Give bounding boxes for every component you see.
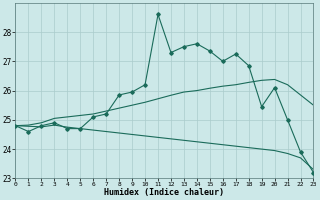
X-axis label: Humidex (Indice chaleur): Humidex (Indice chaleur) (105, 188, 225, 197)
